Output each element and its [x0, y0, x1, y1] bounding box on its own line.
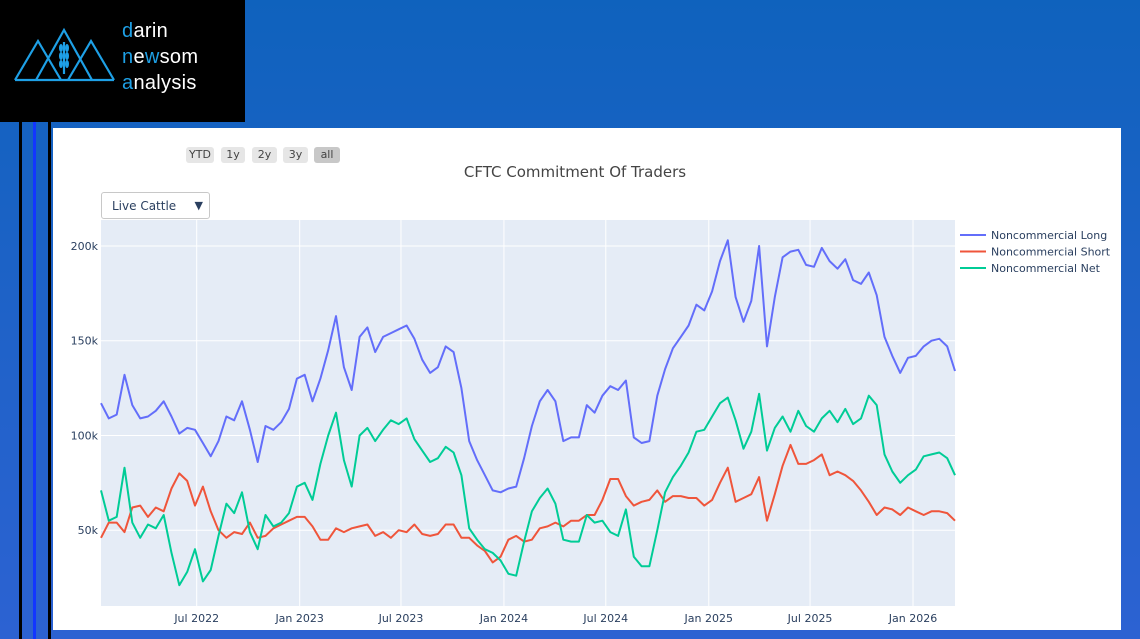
brand-logo: darin newsom analysis — [0, 0, 245, 122]
x-tick-label: Jul 2022 — [173, 612, 219, 625]
logo-letters: nalysis — [133, 72, 197, 94]
chart-title: CFTC Commitment Of Traders — [463, 163, 687, 181]
decor-stripe — [33, 122, 36, 639]
x-tick-label: Jan 2025 — [684, 612, 733, 625]
y-tick-label: 200k — [71, 240, 99, 253]
x-tick-label: Jul 2025 — [787, 612, 833, 625]
commodity-dropdown[interactable]: Live Cattle ▼ — [101, 192, 210, 219]
logo-letter: n — [122, 46, 134, 68]
x-tick-label: Jan 2024 — [479, 612, 528, 625]
y-tick-label: 100k — [71, 429, 99, 442]
range-button-1y[interactable]: 1y — [221, 147, 245, 163]
logo-wordmark: darin newsom analysis — [122, 18, 198, 96]
logo-letter: w — [144, 46, 160, 68]
logo-letter: d — [122, 20, 134, 42]
dropdown-selected-value: Live Cattle — [112, 199, 177, 213]
x-tick-label: Jul 2023 — [378, 612, 424, 625]
legend-label: Noncommercial Short — [991, 246, 1111, 259]
dropdown-arrow-icon: ▼ — [194, 199, 203, 212]
range-button-2y[interactable]: 2y — [252, 147, 277, 163]
x-tick-label: Jul 2024 — [582, 612, 628, 625]
x-tick-label: Jan 2026 — [888, 612, 937, 625]
chart-panel: YTD 1y 2y 3y all CFTC Commitment Of Trad… — [53, 128, 1121, 630]
series-line-noncommercial-short — [100, 443, 956, 564]
y-tick-label: 150k — [71, 335, 99, 348]
y-tick-label: 50k — [78, 524, 99, 537]
logo-letters: arin — [133, 20, 168, 42]
logo-letters: som — [159, 46, 199, 68]
series-line-noncommercial-long — [100, 239, 956, 494]
decor-stripe — [19, 122, 22, 639]
series-line-noncommercial-net — [100, 392, 956, 587]
x-tick-label: Jan 2023 — [274, 612, 323, 625]
logo-letter: a — [122, 72, 134, 94]
range-button-ytd[interactable]: YTD — [186, 147, 214, 163]
legend-label: Noncommercial Long — [991, 229, 1107, 242]
legend-label: Noncommercial Net — [991, 262, 1101, 275]
line-chart: Jul 2022 Jan 2023 Jul 2023 Jan 2024 Jul 2024… — [71, 220, 1111, 625]
range-button-3y[interactable]: 3y — [283, 147, 308, 163]
range-button-all[interactable]: all — [314, 147, 340, 163]
decor-stripe — [48, 122, 51, 639]
mountain-wheat-logo-icon — [14, 27, 115, 82]
logo-letters: e — [133, 46, 145, 68]
